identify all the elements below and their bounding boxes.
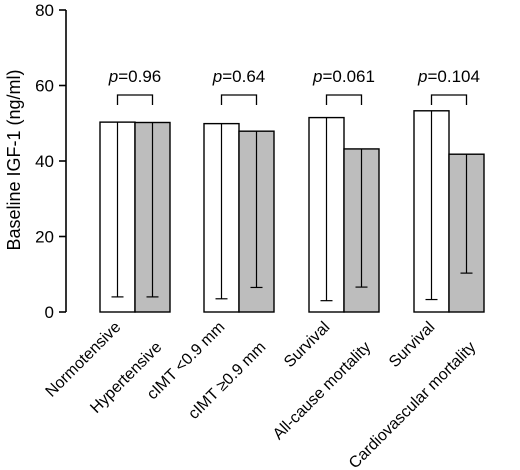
p-value-label: p=0.061 [312, 67, 375, 86]
y-axis: 0 20 40 60 80 [35, 1, 67, 322]
significance-bracket [220, 94, 258, 105]
y-tick-label: 40 [35, 152, 54, 171]
p-value-label: p=0.96 [108, 67, 161, 86]
y-axis-title: Baseline IGF-1 (ng/ml) [4, 69, 24, 250]
y-tick-label: 80 [35, 1, 54, 20]
p-value-label: p=0.64 [212, 67, 265, 86]
y-tick-label: 0 [45, 303, 54, 322]
significance-bracket [430, 94, 468, 105]
bars [99, 110, 485, 313]
p-value-label: p=0.104 [417, 67, 480, 86]
x-category-label: Survival [386, 319, 438, 371]
y-tick-label: 60 [35, 77, 54, 96]
p-value-brackets: p=0.96 p=0.64 p=0.061 p=0.104 [108, 67, 480, 105]
significance-bracket [325, 94, 363, 105]
significance-bracket [116, 94, 154, 105]
y-tick-label: 20 [35, 228, 54, 247]
x-category-label: Survival [281, 319, 333, 371]
